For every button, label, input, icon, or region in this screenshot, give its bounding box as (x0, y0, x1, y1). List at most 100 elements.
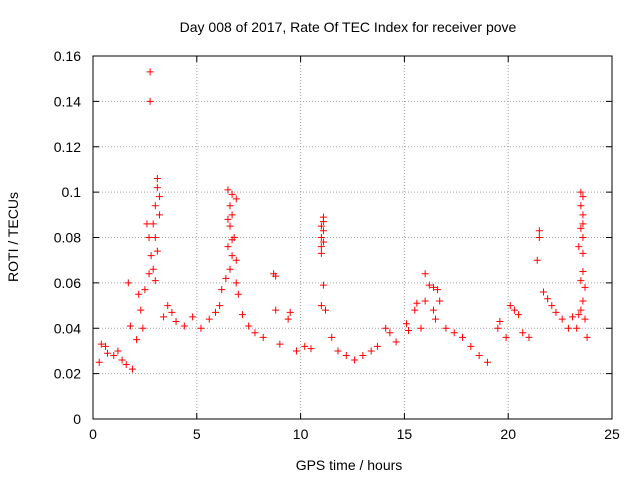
y-tick-label: 0.04 (54, 320, 81, 336)
data-point (575, 243, 583, 251)
data-point (259, 333, 267, 341)
data-point (147, 252, 155, 260)
data-point (579, 249, 587, 257)
data-point (284, 315, 292, 323)
x-tick-label: 5 (193, 426, 201, 442)
data-point (228, 190, 236, 198)
data-point (577, 224, 585, 232)
data-point (519, 329, 527, 337)
data-point (581, 283, 589, 291)
data-point (413, 299, 421, 307)
data-point (421, 270, 429, 278)
data-point (317, 243, 325, 251)
data-point (334, 347, 342, 355)
data-point (245, 322, 253, 330)
data-point (386, 329, 394, 337)
data-point (319, 281, 327, 289)
y-tick-label: 0 (73, 411, 81, 427)
data-point (494, 324, 502, 332)
data-point (382, 324, 390, 332)
data-point (197, 324, 205, 332)
data-point (367, 347, 375, 355)
data-point (307, 345, 315, 353)
data-point (342, 351, 350, 359)
data-point (232, 195, 240, 203)
data-point (583, 333, 591, 341)
data-point (151, 202, 159, 210)
y-tick-label: 0.02 (54, 366, 81, 382)
data-point (577, 306, 585, 314)
data-point (95, 358, 103, 366)
y-tick-label: 0.08 (54, 230, 81, 246)
data-point (539, 288, 547, 296)
data-point (226, 222, 234, 230)
data-point (153, 247, 161, 255)
data-point (317, 302, 325, 310)
data-point (317, 222, 325, 230)
data-point (483, 358, 491, 366)
data-point (149, 265, 157, 273)
data-point (160, 313, 168, 321)
data-point (429, 306, 437, 314)
data-point (118, 356, 126, 364)
data-point (405, 327, 413, 335)
data-point (564, 324, 572, 332)
data-point (436, 297, 444, 305)
data-point (155, 193, 163, 201)
data-point (224, 243, 232, 251)
data-point (292, 347, 300, 355)
data-point (101, 342, 109, 350)
data-point (322, 306, 330, 314)
data-point (124, 279, 132, 287)
data-point (317, 234, 325, 241)
y-tick-label: 0.16 (54, 48, 81, 64)
data-point (110, 351, 118, 359)
data-point (535, 227, 543, 235)
data-point (224, 215, 232, 223)
data-point (228, 236, 236, 244)
data-point (301, 342, 309, 350)
data-point (425, 281, 433, 289)
data-point (581, 315, 589, 323)
data-point (579, 297, 587, 305)
data-point (238, 311, 246, 319)
data-point (577, 188, 585, 196)
data-point (218, 286, 226, 294)
data-point (392, 338, 400, 346)
data-point (126, 322, 134, 330)
data-point (421, 297, 429, 305)
data-point (222, 274, 230, 282)
data-point (139, 324, 147, 332)
data-point (272, 272, 280, 280)
data-points (95, 68, 591, 373)
data-point (155, 211, 163, 219)
data-point (496, 317, 504, 325)
data-point (151, 277, 159, 285)
data-point (232, 256, 240, 264)
data-point (373, 342, 381, 350)
data-point (137, 306, 145, 314)
y-tick-label: 0.12 (54, 139, 81, 155)
x-tick-label: 20 (500, 426, 516, 442)
data-point (251, 329, 259, 337)
data-point (533, 256, 541, 264)
data-point (228, 211, 236, 219)
data-point (205, 315, 213, 323)
data-point (575, 311, 583, 319)
data-point (122, 361, 130, 369)
data-point (450, 329, 458, 337)
data-point (216, 302, 224, 310)
data-point (510, 306, 518, 314)
x-tick-label: 15 (397, 426, 413, 442)
data-point (226, 265, 234, 273)
data-point (276, 340, 284, 348)
data-point (475, 351, 483, 359)
x-tick-label: 0 (89, 426, 97, 442)
data-point (328, 333, 336, 341)
data-point (417, 324, 425, 332)
data-point (226, 202, 234, 210)
data-point (573, 324, 581, 332)
data-point (525, 333, 533, 341)
data-point (135, 290, 143, 298)
